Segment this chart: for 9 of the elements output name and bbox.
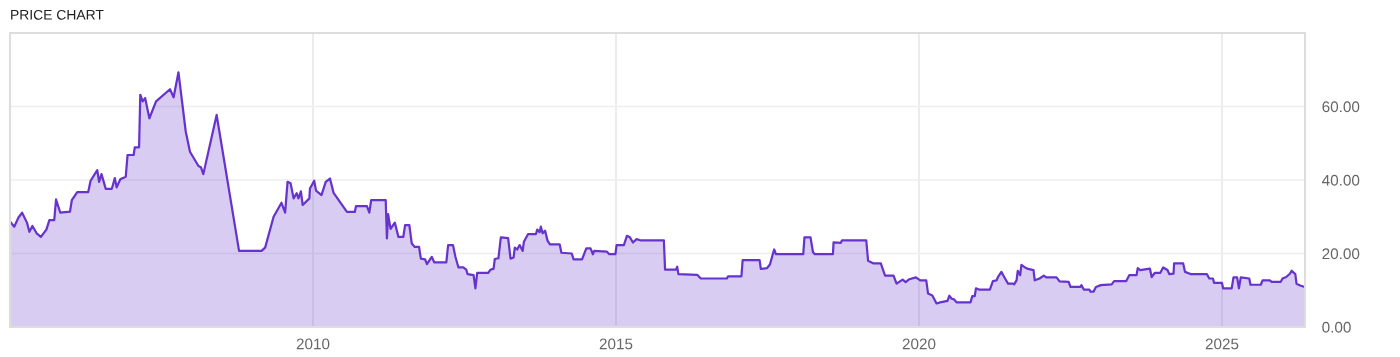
chart-title: PRICE CHART [11,9,104,20]
x-tick-label: 2025 [1205,338,1239,350]
y-tick-label: 60.00 [1322,101,1360,113]
x-tick-label: 2020 [902,338,936,350]
y-tick-label: 0.00 [1322,321,1351,333]
x-tick-label: 2010 [296,338,330,350]
x-tick-label: 2015 [599,338,633,350]
y-tick-label: 20.00 [1322,248,1360,260]
y-tick-label: 40.00 [1322,174,1360,186]
